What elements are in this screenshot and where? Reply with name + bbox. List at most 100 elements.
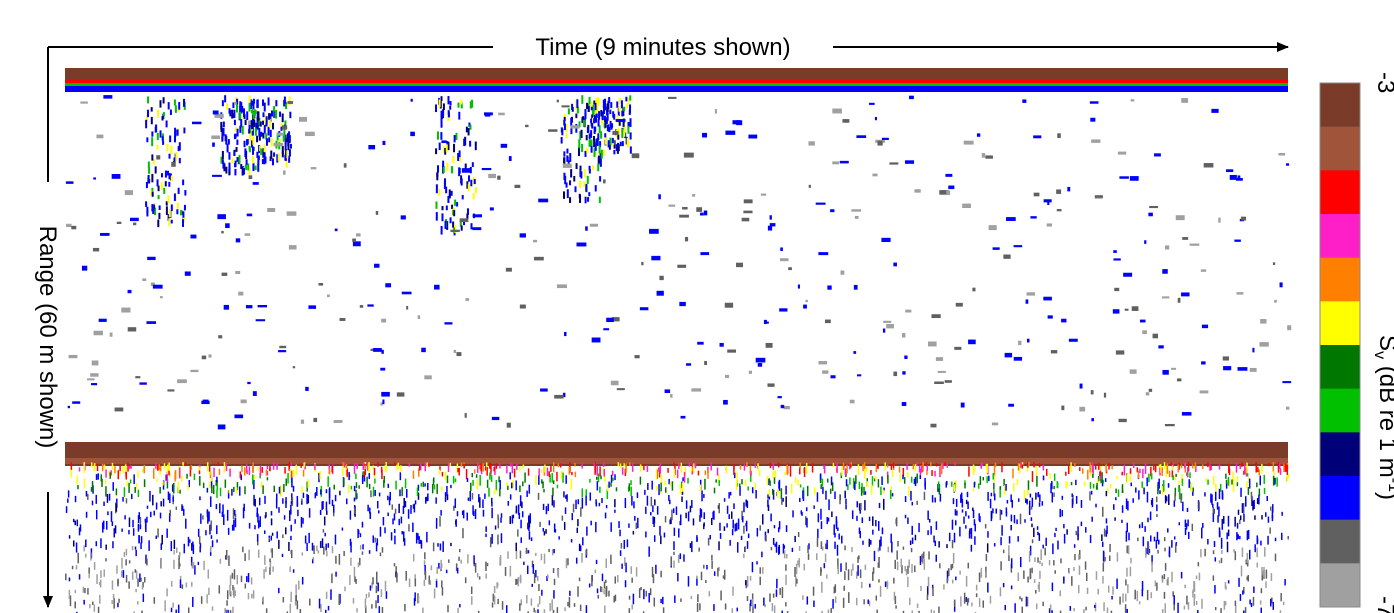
echo-speck bbox=[629, 104, 631, 112]
echo-speck bbox=[156, 478, 158, 481]
echo-speck bbox=[1104, 529, 1106, 537]
echo-speck bbox=[1249, 550, 1251, 560]
echo-speck bbox=[637, 518, 639, 528]
echo-speck bbox=[670, 394, 673, 398]
echo-speck bbox=[1260, 600, 1262, 604]
echo-speck bbox=[106, 521, 108, 530]
echo-speck bbox=[130, 218, 139, 221]
echo-speck bbox=[473, 555, 475, 564]
echo-speck bbox=[507, 423, 511, 428]
echo-speck bbox=[129, 560, 131, 563]
echo-speck bbox=[972, 508, 974, 511]
echo-speck bbox=[627, 126, 629, 134]
echo-speck bbox=[76, 542, 78, 552]
echo-speck bbox=[845, 499, 847, 505]
echo-speck bbox=[354, 567, 356, 577]
echo-speck bbox=[173, 483, 175, 494]
echo-speck bbox=[887, 465, 889, 468]
echo-speck bbox=[698, 548, 700, 552]
echo-speck bbox=[674, 528, 676, 536]
echo-speck bbox=[402, 292, 412, 295]
echo-speck bbox=[562, 473, 564, 483]
echo-speck bbox=[556, 472, 558, 482]
echo-speck bbox=[605, 559, 607, 568]
echo-speck bbox=[374, 490, 376, 496]
echo-speck bbox=[525, 125, 528, 127]
echo-speck bbox=[366, 477, 368, 488]
echo-speck bbox=[386, 591, 388, 599]
echo-speck bbox=[575, 114, 577, 118]
echo-speck bbox=[327, 476, 329, 486]
echo-speck bbox=[290, 469, 292, 478]
echo-speck bbox=[867, 599, 869, 603]
echo-speck bbox=[1226, 169, 1233, 172]
echo-speck bbox=[608, 591, 610, 597]
echo-speck bbox=[1122, 490, 1124, 493]
echo-speck bbox=[747, 541, 749, 549]
echo-speck bbox=[159, 464, 161, 470]
echo-speck bbox=[837, 566, 839, 574]
echo-speck bbox=[1084, 481, 1086, 486]
echo-speck bbox=[96, 135, 103, 139]
echo-speck bbox=[921, 554, 923, 562]
echo-speck bbox=[657, 291, 664, 296]
echo-speck bbox=[612, 138, 614, 143]
echo-speck bbox=[472, 227, 481, 230]
echo-speck bbox=[604, 605, 606, 613]
echo-speck bbox=[141, 536, 143, 543]
echo-speck bbox=[1107, 488, 1109, 493]
echo-speck bbox=[697, 594, 699, 602]
echo-speck bbox=[245, 165, 247, 170]
echo-speck bbox=[971, 602, 973, 606]
echo-speck bbox=[325, 544, 327, 551]
echo-speck bbox=[987, 492, 989, 501]
echo-speck bbox=[1192, 492, 1194, 496]
echo-speck bbox=[986, 554, 988, 561]
echo-speck bbox=[828, 518, 830, 522]
echo-speck bbox=[1184, 462, 1186, 468]
echo-speck bbox=[297, 500, 299, 506]
echo-speck bbox=[470, 180, 472, 187]
echo-speck bbox=[781, 499, 783, 505]
echo-speck bbox=[420, 540, 422, 544]
echo-speck bbox=[959, 571, 961, 575]
echo-speck bbox=[1101, 472, 1103, 479]
echo-speck bbox=[985, 571, 987, 577]
echo-speck bbox=[1201, 528, 1203, 539]
echo-speck bbox=[234, 569, 236, 579]
echo-speck bbox=[597, 481, 599, 490]
echo-speck bbox=[160, 558, 162, 569]
echo-speck bbox=[704, 211, 707, 216]
echo-speck bbox=[303, 470, 305, 477]
echo-speck bbox=[573, 504, 575, 513]
echo-speck bbox=[1266, 496, 1268, 501]
echo-speck bbox=[571, 539, 573, 542]
echo-speck bbox=[983, 477, 985, 480]
echo-speck bbox=[1030, 568, 1032, 579]
echo-speck bbox=[676, 506, 678, 514]
echo-speck bbox=[77, 553, 79, 564]
echo-speck bbox=[1275, 554, 1277, 562]
echo-speck bbox=[640, 307, 649, 310]
echo-speck bbox=[394, 462, 396, 466]
echo-speck bbox=[229, 490, 231, 494]
echo-speck bbox=[914, 189, 920, 192]
echo-speck bbox=[306, 494, 308, 504]
echo-speck bbox=[804, 467, 806, 477]
echo-speck bbox=[645, 507, 647, 514]
echo-speck bbox=[1201, 599, 1203, 609]
echo-speck bbox=[167, 389, 174, 391]
echo-speck bbox=[199, 496, 201, 500]
echo-speck bbox=[529, 520, 531, 527]
echo-speck bbox=[1087, 588, 1089, 594]
echo-speck bbox=[302, 577, 304, 585]
echo-speck bbox=[1116, 579, 1118, 589]
echo-speck bbox=[1248, 487, 1250, 495]
echo-speck bbox=[1036, 476, 1038, 487]
echo-speck bbox=[1273, 262, 1275, 265]
echo-speck bbox=[597, 133, 599, 140]
echo-speck bbox=[1116, 476, 1118, 479]
echo-speck bbox=[1192, 464, 1194, 468]
echo-speck bbox=[1032, 539, 1034, 543]
echo-speck bbox=[968, 515, 970, 518]
